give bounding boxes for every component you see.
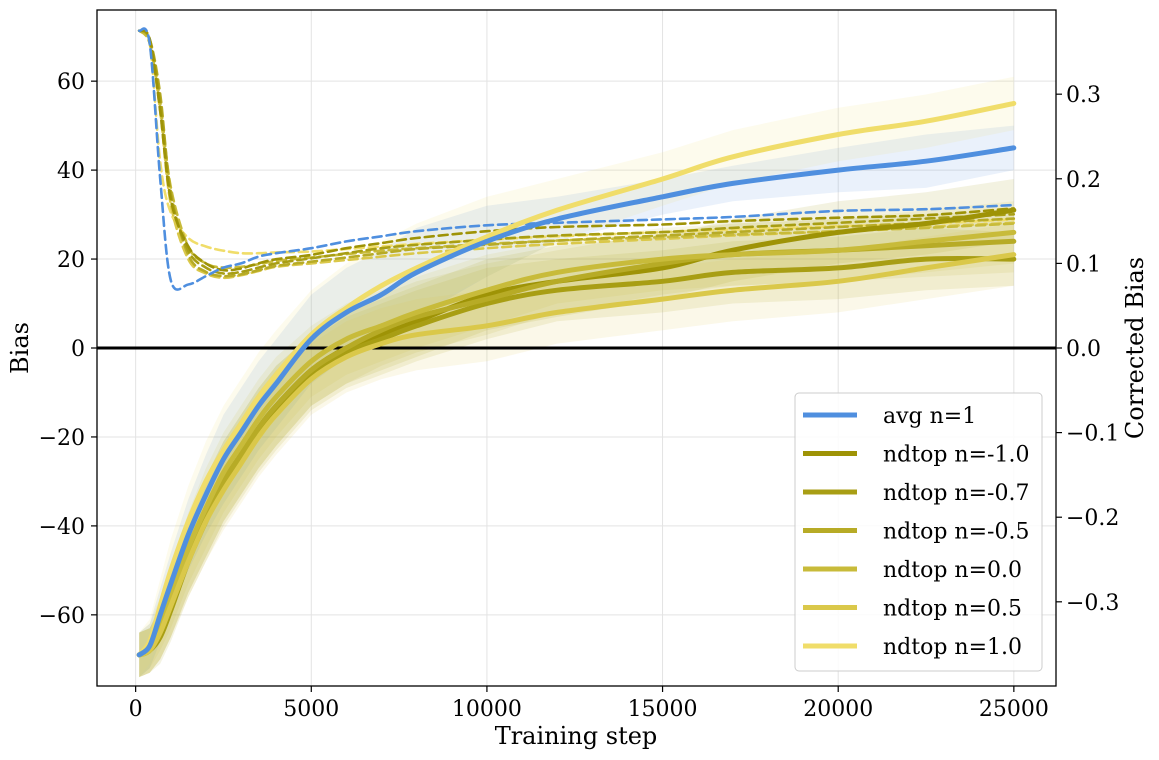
- corrected-line-avg-n-1: [137, 27, 1016, 291]
- band-ndtop-n-0-5: [139, 223, 1014, 678]
- x-ticks: 0 5000 10000 15000 20000 25000: [129, 686, 1049, 722]
- y-tick-label: 0: [71, 337, 85, 362]
- y-tick-label: 60: [57, 70, 85, 95]
- y-axis-label: Bias: [6, 322, 34, 374]
- corrected-line-ndtop-n-0-5: [137, 29, 1016, 278]
- x-tick-label: 0: [129, 697, 143, 722]
- bias-line-ndtop-n-0-0: [136, 229, 1017, 658]
- legend-entry-label: ndtop n=0.5: [883, 597, 1022, 622]
- x-tick-label: 5000: [283, 697, 339, 722]
- y2-tick-label: −0.2: [1066, 506, 1119, 531]
- legend: avg n=1 ndtop n=-1.0 ndtop n=-0.7 ndtop n=-…: [794, 392, 1043, 672]
- bias-lines: [136, 100, 1017, 658]
- legend-entry-label: ndtop n=-1.0: [883, 443, 1029, 468]
- x-tick-label: 10000: [452, 697, 522, 722]
- legend-entry-label: avg n=1: [883, 404, 976, 429]
- y2-axis-label: Corrected Bias: [1121, 257, 1149, 439]
- legend-entry-label: ndtop n=1.0: [883, 635, 1022, 660]
- y2-tick-label: 0.3: [1066, 83, 1101, 108]
- legend-entry-label: ndtop n=-0.7: [883, 481, 1029, 506]
- corrected-bias-lines: [137, 27, 1016, 291]
- corrected-line-ndtop-n-1-0: [137, 29, 1016, 272]
- band-avg-n-1: [139, 125, 1014, 678]
- y-tick-label: 40: [57, 159, 85, 184]
- corrected-line-ndtop-n-0-0: [137, 29, 1016, 270]
- x-axis-label: Training step: [495, 722, 658, 750]
- x-tick-label: 15000: [628, 697, 698, 722]
- y-tick-label: 20: [57, 248, 85, 273]
- bias-line-ndtop-n-1-0: [136, 100, 1017, 658]
- y-ticks: −60 −40 −20 0 20 40 60: [39, 70, 97, 629]
- y-tick-label: −40: [39, 515, 85, 540]
- legend-box: [794, 392, 1043, 672]
- y2-tick-label: 0.2: [1066, 168, 1101, 193]
- legend-entry-label: ndtop n=-0.5: [883, 520, 1029, 545]
- x-tick-label: 20000: [803, 697, 873, 722]
- x-tick-label: 25000: [979, 697, 1049, 722]
- y-tick-label: −20: [39, 426, 85, 451]
- y2-tick-label: −0.1: [1066, 422, 1119, 447]
- y2-ticks: −0.3 −0.2 −0.1 0.0 0.1 0.2 0.3: [1056, 83, 1119, 616]
- y2-tick-label: −0.3: [1066, 591, 1119, 616]
- bias-line-avg-n-1: [136, 145, 1017, 658]
- bias-line-ndtop-n-0-5: [136, 252, 1017, 658]
- band-ndtop-n-0-0: [139, 201, 1014, 678]
- y-tick-label: −60: [39, 604, 85, 629]
- y2-tick-label: 0.1: [1066, 252, 1101, 277]
- band-ndtop-n-0-5: [139, 210, 1014, 678]
- y2-tick-label: 0.0: [1066, 337, 1101, 362]
- legend-entry-label: ndtop n=0.0: [883, 558, 1022, 583]
